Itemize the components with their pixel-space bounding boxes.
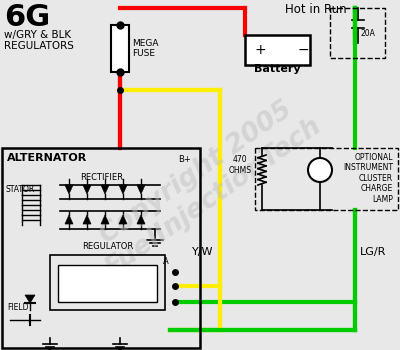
Bar [50,255,165,310]
Polygon shape [25,295,35,303]
Circle shape [308,158,332,182]
Text: OPTIONAL
INSTRUMENT
CLUSTER
CHARGE
LAMP: OPTIONAL INSTRUMENT CLUSTER CHARGE LAMP [343,153,393,204]
Text: w/GRY & BLK: w/GRY & BLK [4,30,71,40]
Text: 20A: 20A [360,29,375,38]
Text: B+: B+ [178,155,191,164]
Text: SENSING
AND
SWITCHING
CIRCUITS: SENSING AND SWITCHING CIRCUITS [90,272,126,295]
Bar [2,148,200,348]
Text: Battery: Battery [254,64,301,74]
Text: RECTIFIER: RECTIFIER [80,173,123,182]
Text: REGULATORS: REGULATORS [4,41,74,51]
Text: Y/W: Y/W [192,247,214,257]
Text: MEGA
FUSE: MEGA FUSE [132,39,158,58]
Text: A: A [163,257,169,266]
Bar [330,8,385,58]
Text: −: − [298,43,310,57]
Text: 470
OHMS: 470 OHMS [228,155,252,175]
Polygon shape [101,185,109,194]
Text: Hot in Run: Hot in Run [285,3,347,16]
Text: FIELD: FIELD [7,303,28,312]
Bar [245,35,310,65]
Polygon shape [65,185,73,194]
Text: LG/R: LG/R [360,247,386,257]
Polygon shape [137,185,145,194]
Text: STATOR: STATOR [5,186,34,195]
Polygon shape [137,215,145,224]
Bar [255,148,398,210]
Text: ALTERNATOR: ALTERNATOR [7,153,87,163]
Bar [111,25,129,72]
Text: ε: ε [317,163,323,176]
Polygon shape [83,215,91,224]
Text: 6G: 6G [4,3,50,32]
Polygon shape [101,215,109,224]
Bar [58,265,157,302]
Polygon shape [119,215,127,224]
Polygon shape [65,215,73,224]
Text: +: + [255,43,267,57]
Text: Copyright 2005
FuelInjectionTech: Copyright 2005 FuelInjectionTech [84,88,326,282]
Polygon shape [83,185,91,194]
Text: REGULATOR: REGULATOR [82,242,133,251]
Polygon shape [119,185,127,194]
